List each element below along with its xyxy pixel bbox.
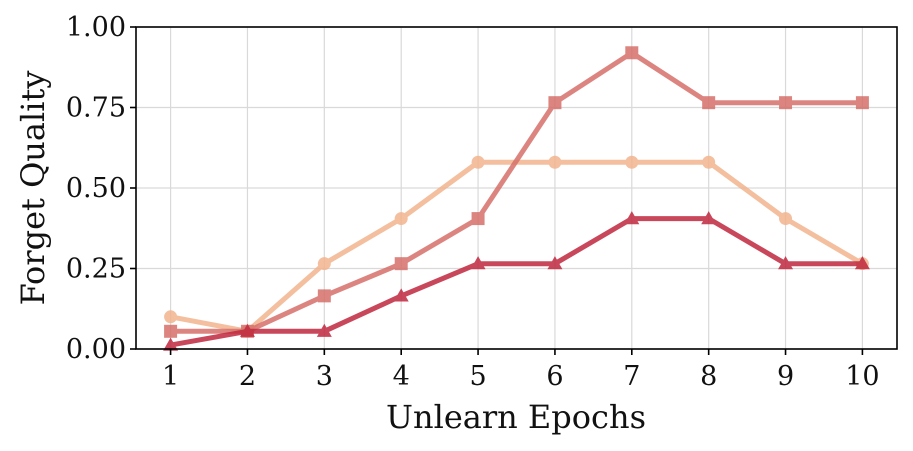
- data-point-circle: [779, 212, 793, 226]
- data-point-circle: [394, 212, 408, 226]
- x-tick-label: 3: [316, 361, 333, 392]
- data-point-square: [164, 324, 178, 338]
- data-point-square: [548, 96, 562, 110]
- y-tick-label: 0.50: [66, 173, 126, 204]
- y-tick-label: 0.25: [66, 254, 126, 285]
- data-point-square: [702, 96, 716, 110]
- data-point-triangle: [316, 323, 332, 337]
- x-tick-label: 2: [239, 361, 256, 392]
- data-point-square: [779, 96, 793, 110]
- data-point-triangle: [239, 323, 255, 337]
- x-tick-label: 10: [845, 361, 879, 392]
- data-point-triangle: [547, 256, 563, 270]
- series-3: [163, 211, 870, 351]
- data-point-square: [855, 96, 869, 110]
- x-tick-label: 6: [546, 361, 563, 392]
- data-point-triangle: [393, 288, 409, 302]
- series-layer: [163, 46, 870, 351]
- data-point-square: [317, 289, 331, 303]
- x-tick-label: 7: [623, 361, 640, 392]
- data-point-circle: [317, 257, 331, 271]
- y-tick-label: 1.00: [66, 12, 126, 43]
- series-2: [164, 46, 869, 338]
- data-point-circle: [548, 155, 562, 169]
- x-tick-label: 1: [162, 361, 179, 392]
- data-point-circle: [471, 155, 485, 169]
- y-tick-label: 0.75: [66, 93, 126, 124]
- data-point-triangle: [624, 211, 640, 225]
- x-tick-label: 5: [469, 361, 486, 392]
- x-tick-label: 4: [393, 361, 410, 392]
- data-point-triangle: [854, 256, 870, 270]
- data-point-triangle: [701, 211, 717, 225]
- data-point-triangle: [778, 256, 794, 270]
- grid: [136, 26, 897, 350]
- series-1: [164, 155, 869, 338]
- x-tick-label: 8: [700, 361, 717, 392]
- axis-ticks: 1 2 3 4 5 6 7 8 9 10 0.00 0.25 0.50 0.75 1.00: [66, 12, 880, 392]
- series-line: [168, 50, 865, 334]
- x-axis-label: Unlearn Epochs: [386, 398, 646, 436]
- y-tick-label: 0.00: [66, 334, 126, 365]
- data-point-square: [471, 212, 485, 226]
- data-point-triangle: [470, 256, 486, 270]
- data-point-triangle: [163, 337, 179, 351]
- data-point-circle: [625, 155, 639, 169]
- y-axis-label: Forget Quality: [14, 71, 52, 306]
- data-point-circle: [702, 155, 716, 169]
- data-point-square: [625, 46, 639, 60]
- x-tick-label: 9: [777, 361, 794, 392]
- series-line: [168, 216, 865, 348]
- data-point-square: [394, 257, 408, 271]
- data-point-circle: [164, 310, 178, 324]
